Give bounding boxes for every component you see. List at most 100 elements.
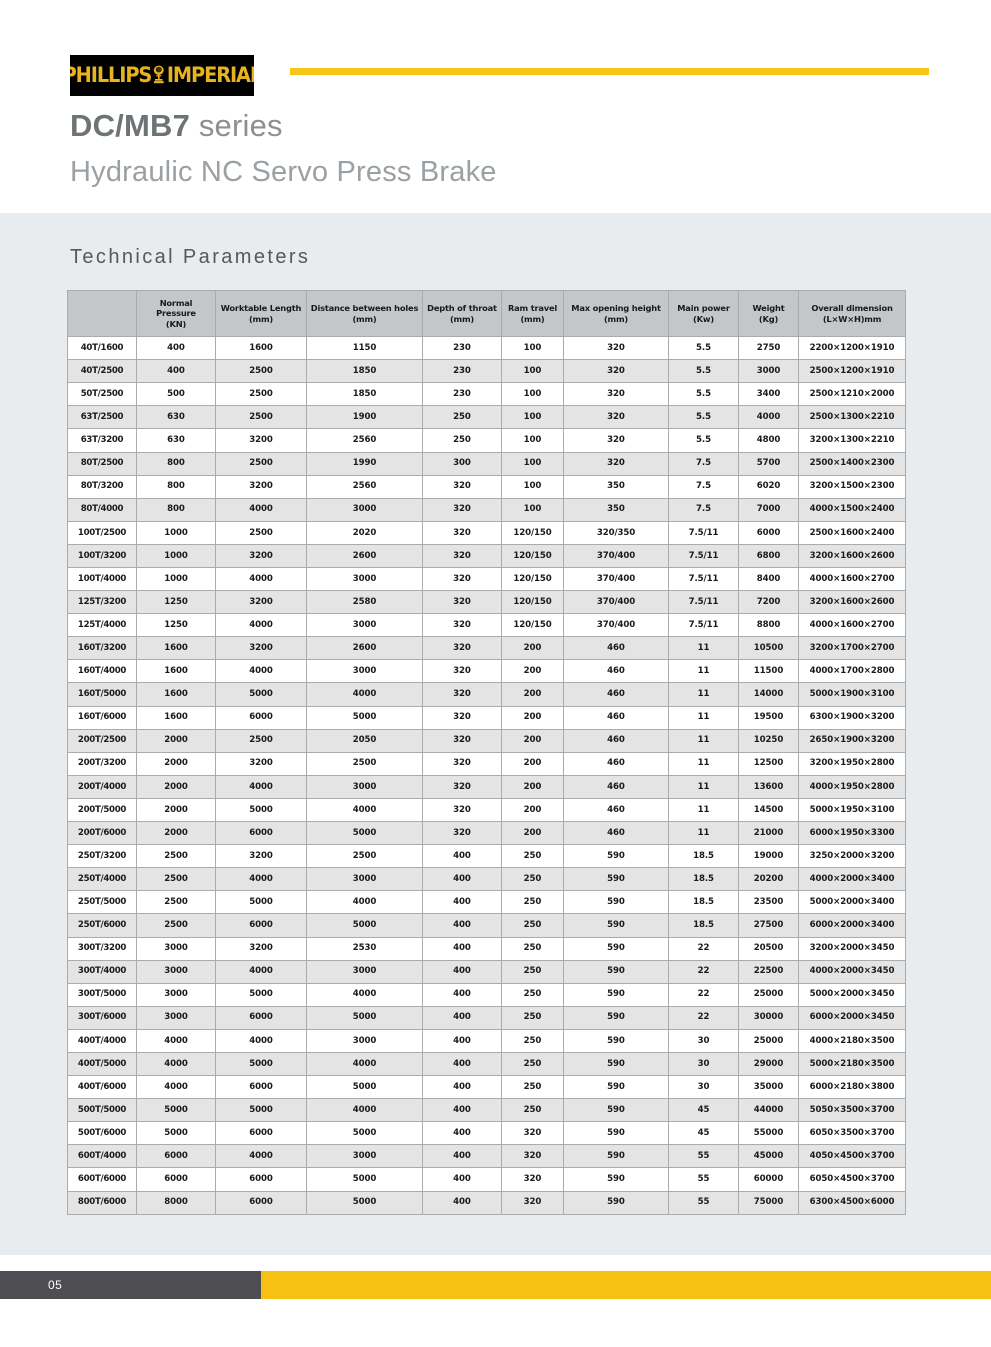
table-row: 160T/6000 1600 6000 5000 320 200 460 11 19500 630… <box>67 705 906 730</box>
cell-value: 3200 <box>215 936 307 961</box>
cell-value: 200 <box>501 797 564 823</box>
cell-value: 320 <box>563 359 669 384</box>
cell-value: 4000 <box>215 567 307 592</box>
cell-value: 5000 <box>215 1051 307 1077</box>
cell-value: 320 <box>501 1167 564 1192</box>
cell-value: 320 <box>563 382 669 407</box>
cell-value: 400 <box>422 913 502 938</box>
cell-model: 400T/5000 <box>67 1051 137 1077</box>
cell-value: 20500 <box>738 936 799 961</box>
table-row: 300T/4000 3000 4000 3000 400 250 590 22 22500 400… <box>67 959 906 984</box>
cell-value: 320 <box>422 797 502 823</box>
cell-value: 3200×1300×2210 <box>798 428 906 453</box>
cell-value: 590 <box>563 1051 669 1077</box>
column-header-label: Main power <box>677 303 730 314</box>
table-row: 600T/4000 6000 4000 3000 400 320 590 55 45000 405… <box>67 1144 906 1169</box>
cell-value: 230 <box>422 336 502 361</box>
cell-value: 55 <box>668 1144 739 1169</box>
cell-value: 590 <box>563 844 669 869</box>
table-row: 160T/4000 1600 4000 3000 320 200 460 11 11500 400… <box>67 659 906 684</box>
cell-value: 6000 <box>215 821 307 846</box>
cell-model: 125T/3200 <box>67 590 137 615</box>
cell-value: 6300×1900×3200 <box>798 705 906 730</box>
cell-value: 250 <box>501 936 564 961</box>
cell-value: 460 <box>563 636 669 661</box>
column-header-label: Normal Pressure <box>156 298 196 319</box>
cell-value: 5000 <box>306 1121 423 1146</box>
cell-value: 2500×1300×2210 <box>798 405 906 430</box>
cell-model: 250T/5000 <box>67 890 137 915</box>
cell-value: 1850 <box>306 359 423 384</box>
cell-value: 5000 <box>215 982 307 1007</box>
cell-value: 10250 <box>738 728 799 753</box>
column-header-label: Distance between holes <box>310 303 419 314</box>
cell-value: 200 <box>501 751 564 776</box>
cell-value: 7.5/11 <box>668 520 739 545</box>
cell-value: 3200×1500×2300 <box>798 474 906 499</box>
cell-value: 1600 <box>136 705 216 730</box>
cell-value: 7.5 <box>668 497 739 522</box>
column-header-unit: (mm) <box>352 313 377 324</box>
cell-value: 4000×1950×2800 <box>798 774 906 799</box>
cell-value: 7.5 <box>668 474 739 499</box>
cell-value: 3200 <box>215 543 307 569</box>
cell-value: 14500 <box>738 797 799 823</box>
spec-table-container: Normal Pressure (KN) Worktable Length (mm) D… <box>67 289 906 1215</box>
cell-value: 25000 <box>738 982 799 1007</box>
cell-value: 250 <box>501 1098 564 1123</box>
cell-value: 1000 <box>136 543 216 569</box>
cell-value: 5.5 <box>668 359 739 384</box>
cell-model: 300T/5000 <box>67 982 137 1007</box>
cell-value: 320 <box>422 520 502 545</box>
cell-value: 8000 <box>136 1190 216 1215</box>
cell-value: 2500 <box>215 728 307 753</box>
cell-value: 30000 <box>738 1005 799 1030</box>
cell-value: 3000 <box>136 982 216 1007</box>
cell-value: 120/150 <box>501 520 564 545</box>
cell-value: 460 <box>563 705 669 730</box>
cell-model: 40T/1600 <box>67 336 137 361</box>
cell-model: 200T/6000 <box>67 821 137 846</box>
table-row: 40T/2500 400 2500 1850 230 100 320 5.5 3000 2500×… <box>67 359 906 384</box>
cell-value: 250 <box>501 844 564 869</box>
logo-text-right: IMPERIAL <box>166 62 254 87</box>
cell-value: 5000 <box>215 797 307 823</box>
cell-value: 2050 <box>306 728 423 753</box>
cell-value: 350 <box>563 497 669 522</box>
table-row: 80T/3200 800 3200 2560 320 100 350 7.5 6020 3200×… <box>67 474 906 499</box>
cell-value: 2600 <box>306 543 423 569</box>
cell-value: 2500×1200×1910 <box>798 359 906 384</box>
cell-model: 200T/3200 <box>67 751 137 776</box>
cell-value: 200 <box>501 705 564 730</box>
table-row: 600T/6000 6000 6000 5000 400 320 590 55 60000 605… <box>67 1167 906 1192</box>
cell-value: 320 <box>422 613 502 638</box>
cell-value: 3000 <box>306 1028 423 1053</box>
cell-value: 6000 <box>215 1190 307 1215</box>
cell-model: 250T/6000 <box>67 913 137 938</box>
table-row: 250T/3200 2500 3200 2500 400 250 590 18.5 19000 3… <box>67 844 906 869</box>
cell-value: 100 <box>501 382 564 407</box>
cell-value: 100 <box>501 497 564 522</box>
cell-value: 1600 <box>136 659 216 684</box>
table-row: 250T/6000 2500 6000 5000 400 250 590 18.5 27500 6… <box>67 913 906 938</box>
cell-value: 1600 <box>136 636 216 661</box>
cell-value: 7.5 <box>668 451 739 476</box>
cell-value: 250 <box>501 1005 564 1030</box>
cell-value: 5000 <box>136 1121 216 1146</box>
cell-value: 4000 <box>306 797 423 823</box>
cell-value: 5.5 <box>668 382 739 407</box>
cell-value: 200 <box>501 774 564 799</box>
cell-value: 2500 <box>215 451 307 476</box>
cell-value: 200 <box>501 659 564 684</box>
cell-model: 50T/2500 <box>67 382 137 407</box>
cell-value: 3200 <box>215 751 307 776</box>
cell-value: 6000 <box>136 1167 216 1192</box>
cell-value: 21000 <box>738 821 799 846</box>
cell-value: 320 <box>422 567 502 592</box>
column-header-label: Weight <box>752 303 785 314</box>
cell-value: 630 <box>136 405 216 430</box>
cell-value: 400 <box>422 936 502 961</box>
cell-value: 320 <box>563 428 669 453</box>
column-header-label: Overall dimension <box>811 303 893 314</box>
cell-value: 55000 <box>738 1121 799 1146</box>
